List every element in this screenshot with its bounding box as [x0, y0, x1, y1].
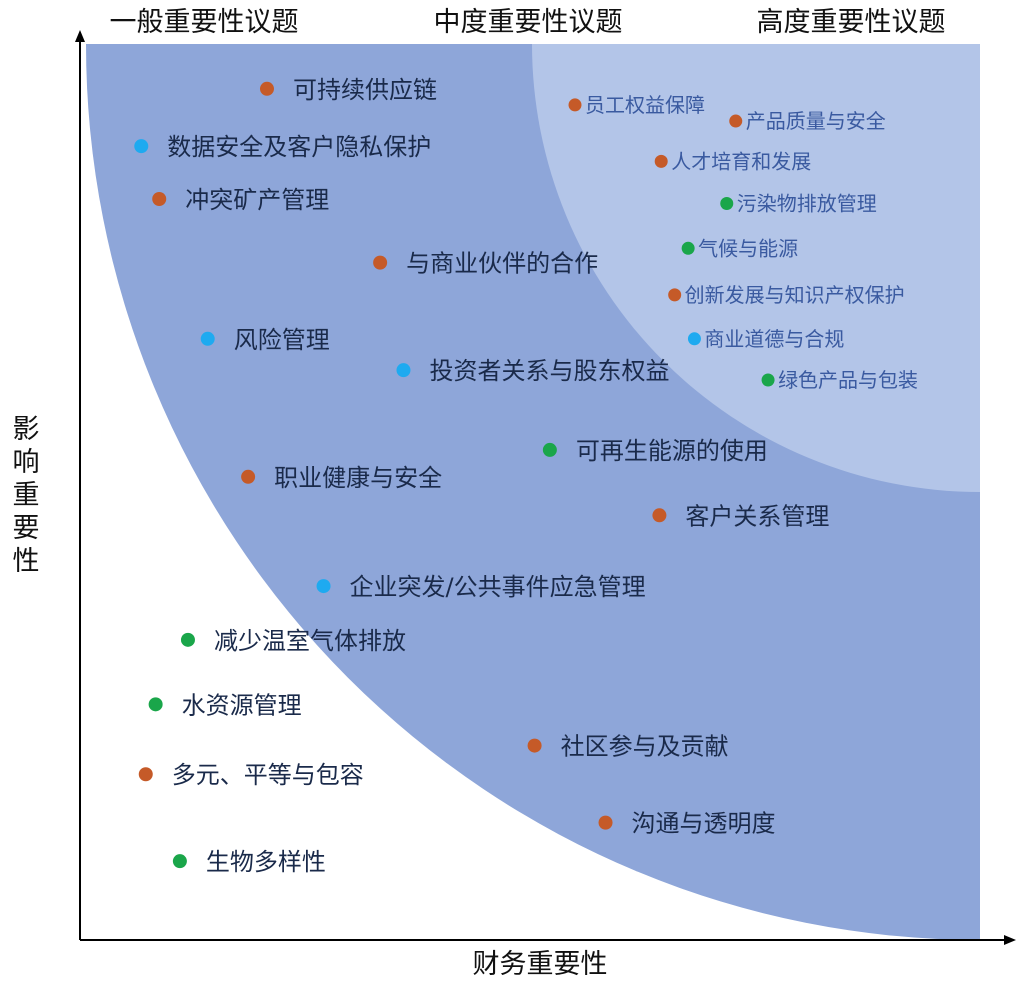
- data-point-marker: [527, 738, 542, 753]
- data-point: 投资者关系与股东权益: [396, 357, 669, 385]
- axes: [75, 30, 1016, 945]
- data-point-marker: [654, 154, 668, 168]
- data-point-marker: [681, 241, 695, 255]
- zone-label-general: 一般重要性议题: [110, 7, 299, 38]
- data-point-marker: [148, 697, 163, 712]
- data-point-label: 减少温室气体排放: [214, 627, 406, 655]
- data-point: 沟通与透明度: [598, 810, 776, 838]
- data-point-label: 生物多样性: [206, 848, 326, 876]
- y-axis-label-char: 要: [13, 513, 40, 544]
- x-axis-arrow: [1004, 935, 1016, 945]
- data-point-label: 与商业伙伴的合作: [406, 250, 598, 278]
- data-point-label: 员工权益保障: [585, 93, 705, 117]
- data-point-marker: [568, 98, 582, 112]
- data-point-label: 客户关系管理: [685, 502, 829, 530]
- data-point: 创新发展与知识产权保护: [668, 283, 905, 307]
- data-point: 员工权益保障: [568, 93, 705, 117]
- data-point: 气候与能源: [681, 236, 798, 260]
- data-point-label: 污染物排放管理: [737, 191, 877, 215]
- data-point-label: 冲突矿产管理: [185, 186, 329, 214]
- data-point: 职业健康与安全: [241, 464, 442, 492]
- data-point-marker: [598, 815, 613, 830]
- data-point-marker: [172, 854, 187, 869]
- data-point: 人才培育和发展: [654, 149, 811, 173]
- data-point: 绿色产品与包装: [761, 368, 918, 392]
- zone-high-area: [532, 44, 980, 492]
- data-point-label: 职业健康与安全: [274, 464, 442, 492]
- y-axis-arrow: [75, 30, 85, 42]
- data-point-marker: [373, 255, 388, 270]
- data-point-label: 数据安全及客户隐私保护: [167, 133, 431, 161]
- point-layer: 可持续供应链数据安全及客户隐私保护冲突矿产管理与商业伙伴的合作风险管理投资者关系…: [134, 76, 918, 876]
- data-point-label: 沟通与透明度: [632, 810, 776, 838]
- data-point-label: 创新发展与知识产权保护: [685, 283, 905, 307]
- data-point-marker: [259, 81, 274, 96]
- data-point: 污染物排放管理: [720, 191, 877, 215]
- data-point-label: 水资源管理: [182, 691, 302, 719]
- zone-layer: [86, 44, 980, 940]
- data-point-label: 人才培育和发展: [671, 149, 811, 173]
- data-point-marker: [200, 331, 215, 346]
- data-point-marker: [729, 114, 743, 128]
- data-point-label: 绿色产品与包装: [778, 368, 918, 392]
- data-point: 商业道德与合规: [687, 327, 844, 351]
- data-point-label: 企业突发/公共事件应急管理: [350, 573, 646, 601]
- y-axis-label-char: 重: [13, 480, 40, 511]
- data-point-label: 可再生能源的使用: [576, 437, 768, 465]
- data-point: 数据安全及客户隐私保护: [134, 133, 431, 161]
- data-point-marker: [316, 579, 331, 594]
- data-point: 客户关系管理: [652, 502, 829, 530]
- data-point-marker: [668, 288, 682, 302]
- data-point-marker: [152, 192, 167, 207]
- y-axis-label-char: 影: [13, 414, 40, 445]
- data-point-marker: [241, 469, 256, 484]
- data-point-marker: [761, 373, 775, 387]
- data-point-label: 多元、平等与包容: [172, 761, 364, 789]
- data-point-marker: [542, 442, 557, 457]
- y-axis-label-char: 性: [13, 546, 40, 577]
- data-point: 冲突矿产管理: [152, 186, 329, 214]
- zone-label-high: 高度重要性议题: [757, 7, 946, 38]
- data-point-marker: [687, 332, 701, 346]
- data-point: 可再生能源的使用: [542, 437, 768, 465]
- y-axis-label-char: 响: [13, 447, 40, 478]
- data-point: 社区参与及贡献: [527, 733, 729, 761]
- data-point-label: 气候与能源: [698, 236, 798, 260]
- data-point-marker: [138, 767, 153, 782]
- data-point-marker: [134, 139, 149, 154]
- zone-labels: 一般重要性议题 中度重要性议题 高度重要性议题: [110, 7, 946, 38]
- data-point: 风险管理: [200, 326, 330, 354]
- data-point-marker: [396, 363, 411, 378]
- data-point: 企业突发/公共事件应急管理: [316, 573, 646, 601]
- data-point-marker: [180, 632, 195, 647]
- data-point-label: 商业道德与合规: [704, 327, 844, 351]
- data-point: 生物多样性: [172, 848, 326, 876]
- data-point-marker: [652, 508, 667, 523]
- data-point-label: 产品质量与安全: [746, 109, 886, 133]
- data-point: 与商业伙伴的合作: [373, 250, 598, 278]
- data-point-label: 可持续供应链: [293, 76, 437, 104]
- data-point: 减少温室气体排放: [180, 627, 406, 655]
- data-point-label: 社区参与及贡献: [561, 733, 729, 761]
- data-point-label: 投资者关系与股东权益: [429, 357, 669, 385]
- zone-label-medium: 中度重要性议题: [434, 7, 623, 38]
- x-axis-label: 财务重要性: [473, 949, 608, 980]
- data-point: 产品质量与安全: [729, 109, 886, 133]
- data-point: 可持续供应链: [259, 76, 437, 104]
- data-point: 多元、平等与包容: [138, 761, 364, 789]
- data-point-marker: [720, 196, 734, 210]
- data-point-label: 风险管理: [234, 326, 330, 354]
- data-point: 水资源管理: [148, 691, 302, 719]
